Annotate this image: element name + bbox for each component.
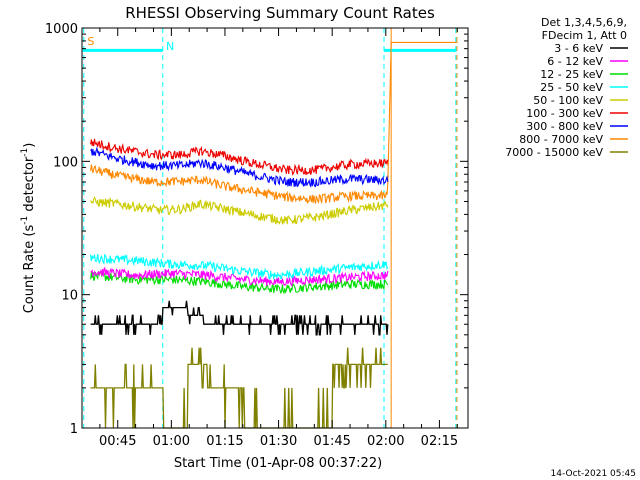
footer-timestamp: 14-Oct-2021 05:45 xyxy=(551,469,636,479)
x-tick-label: 01:45 xyxy=(313,434,350,449)
legend-label-3-6-kev: 3 - 6 keV xyxy=(554,42,603,55)
x-tick-label: 01:30 xyxy=(260,434,297,449)
legend-title-line-1: Det 1,3,4,5,6,9, xyxy=(541,16,627,29)
series-line-25-50-kev xyxy=(90,253,389,280)
x-axis-label: Start Time (01-Apr-08 00:37:22) xyxy=(174,456,382,471)
chart-title: RHESSI Observing Summary Count Rates xyxy=(125,4,435,22)
y-label-part: detector xyxy=(22,156,37,216)
legend-title-line-2: FDecim 1, Att 0 xyxy=(542,29,627,42)
series-line-800-7000-kev xyxy=(90,41,458,205)
y-axis-label: Count Rate (s-1 detector-1) xyxy=(20,143,37,314)
legend-label-300-800-kev: 300 - 800 keV xyxy=(526,120,603,133)
legend-label-7000-15000-kev: 7000 - 15000 keV xyxy=(505,146,603,159)
legend-label-25-50-kev: 25 - 50 keV xyxy=(540,81,603,94)
x-tick-label: 02:15 xyxy=(421,434,458,449)
legend: Det 1,3,4,5,6,9, FDecim 1, Att 0 3 - 6 k… xyxy=(505,16,628,159)
legend-label-12-25-kev: 12 - 25 keV xyxy=(540,68,603,81)
x-tick-label: 01:15 xyxy=(206,434,243,449)
plot-axes xyxy=(81,27,469,429)
x-tick-label: 00:45 xyxy=(99,434,136,449)
y-tick-label: 10 xyxy=(61,289,78,304)
series-line-100-300-kev xyxy=(90,138,389,176)
series-layer xyxy=(90,41,458,429)
legend-label-50-100-kev: 50 - 100 keV xyxy=(533,94,603,107)
y-tick-label: 1 xyxy=(70,422,78,437)
y-axis-ticks: 1 10 100 1000 xyxy=(45,22,468,437)
region-label-s: S xyxy=(87,35,94,48)
y-tick-label: 100 xyxy=(53,155,78,170)
series-line-3-6-kev xyxy=(90,300,389,336)
plot-frame xyxy=(81,27,469,429)
y-tick-label: 1000 xyxy=(45,22,78,37)
series-line-6-12-kev xyxy=(90,266,389,288)
x-axis-ticks: 00:45 01:00 01:15 01:30 01:45 02:00 02:15 xyxy=(99,28,458,449)
x-tick-label: 01:00 xyxy=(153,434,190,449)
spacecraft-flag-markers xyxy=(82,28,458,428)
legend-label-800-7000-kev: 800 - 7000 keV xyxy=(519,133,603,146)
x-tick-label: 02:00 xyxy=(367,434,404,449)
legend-label-100-300-kev: 100 - 300 keV xyxy=(526,107,603,120)
y-label-part: ) xyxy=(22,143,37,148)
series-line-300-800-kev xyxy=(90,146,389,188)
region-label-n: N xyxy=(166,40,174,53)
y-label-superscript: -1 xyxy=(20,216,30,225)
y-label-part: Count Rate (s xyxy=(22,225,37,314)
series-line-50-100-kev xyxy=(90,196,389,225)
legend-label-6-12-kev: 6 - 12 keV xyxy=(547,55,603,68)
y-label-superscript: -1 xyxy=(20,148,30,157)
